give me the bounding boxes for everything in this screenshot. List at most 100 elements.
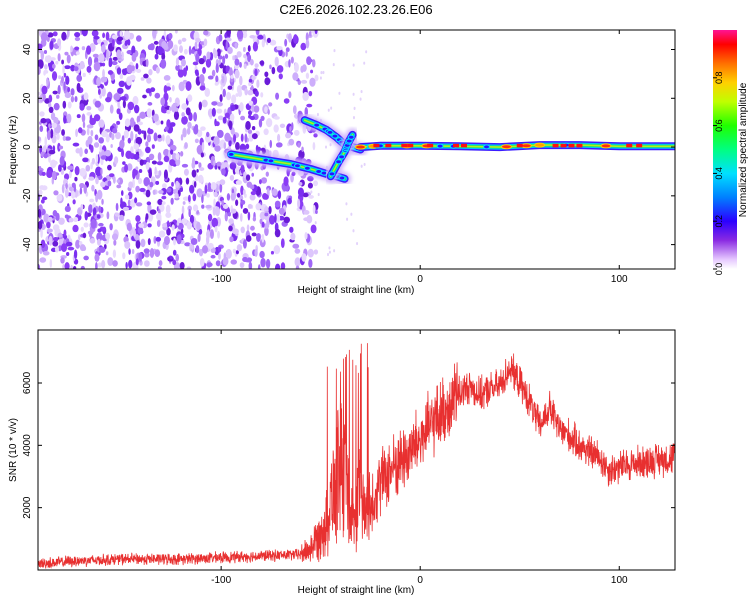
noise-speck [239,262,245,268]
noise-speck [181,115,188,125]
spectrogram-y-axis: -40 -20 0 20 40 [22,44,675,252]
noise-speck [310,224,317,234]
noise-speck [214,121,220,127]
noise-speck [83,184,87,194]
noise-speck [76,82,81,93]
noise-speck [170,149,174,155]
noise-speck [108,173,115,178]
noise-speck [261,233,265,243]
noise-speck [64,65,71,70]
noise-speck [74,31,81,38]
noise-speck [48,102,52,108]
noise-speck [320,70,323,75]
noise-speck [235,250,239,255]
noise-speck [278,73,283,80]
noise-speck [135,258,139,266]
noise-speck [263,128,269,136]
noise-speck [144,260,150,267]
noise-speck [95,166,102,177]
noise-speck [147,102,153,106]
noise-speck [271,188,278,197]
noise-speck [215,63,219,74]
noise-speck [70,88,75,96]
noise-speck [50,57,56,61]
noise-speck [345,202,348,206]
noise-speck [216,129,224,139]
noise-speck [57,232,63,238]
noise-speck [56,133,60,141]
noise-speck [264,71,269,78]
noise-speck [273,124,279,133]
noise-speck [306,56,312,66]
noise-speck [45,55,52,64]
noise-speck [365,50,368,54]
noise-speck [86,45,92,55]
signal-blob [335,159,343,165]
noise-speck [352,63,355,67]
noise-speck [133,153,140,160]
noise-speck [143,177,151,187]
y-tick-label: 0 [22,144,33,150]
noise-speck [38,220,43,230]
noise-speck [330,106,333,110]
noise-speck [228,211,231,217]
signal-blob [520,143,532,149]
noise-speck [328,246,331,250]
noise-speck [247,203,253,209]
noise-speck [307,248,314,258]
noise-speck [201,141,205,152]
noise-speck [117,99,120,108]
noise-speck [86,124,94,129]
noise-speck [38,208,42,218]
noise-speck [219,183,223,193]
noise-speck [305,32,309,42]
noise-speck [85,139,90,148]
noise-speck [105,31,110,41]
noise-speck [64,262,70,269]
noise-speck [56,194,63,202]
noise-speck [52,209,58,217]
noise-speck [189,184,195,194]
noise-speck [181,163,189,168]
noise-speck [201,99,208,108]
noise-speck [302,192,309,198]
noise-speck [94,253,100,262]
noise-speck [213,198,216,208]
noise-speck [319,76,322,80]
noise-speck [322,70,325,75]
noise-speck [235,180,243,185]
noise-speck [237,90,243,97]
noise-speck [122,252,126,260]
noise-speck [352,229,355,233]
noise-speck [43,153,48,159]
noise-speck [52,237,59,242]
noise-speck [100,76,108,83]
noise-speck [111,39,115,48]
noise-speck [74,96,78,103]
noise-speck [67,246,75,251]
noise-speck [359,97,362,101]
noise-speck [131,249,135,255]
noise-speck [38,91,42,96]
noise-speck [234,69,240,79]
noise-speck [95,153,99,164]
noise-speck [83,222,89,228]
x-tick-label: 100 [611,274,628,285]
noise-speck [156,219,161,228]
noise-speck [127,101,135,111]
noise-speck [61,243,68,252]
noise-speck [224,211,228,222]
noise-speck [132,168,138,176]
noise-speck [136,68,142,73]
noise-speck [126,76,132,86]
noise-speck [54,246,59,253]
noise-speck [72,224,79,233]
noise-speck [232,228,239,235]
noise-speck [252,216,257,222]
noise-speck [266,37,271,43]
noise-speck [119,30,123,37]
noise-speck [276,65,284,73]
spectrogram-tracks [224,113,675,186]
noise-speck [256,232,261,242]
noise-speck [260,115,265,122]
